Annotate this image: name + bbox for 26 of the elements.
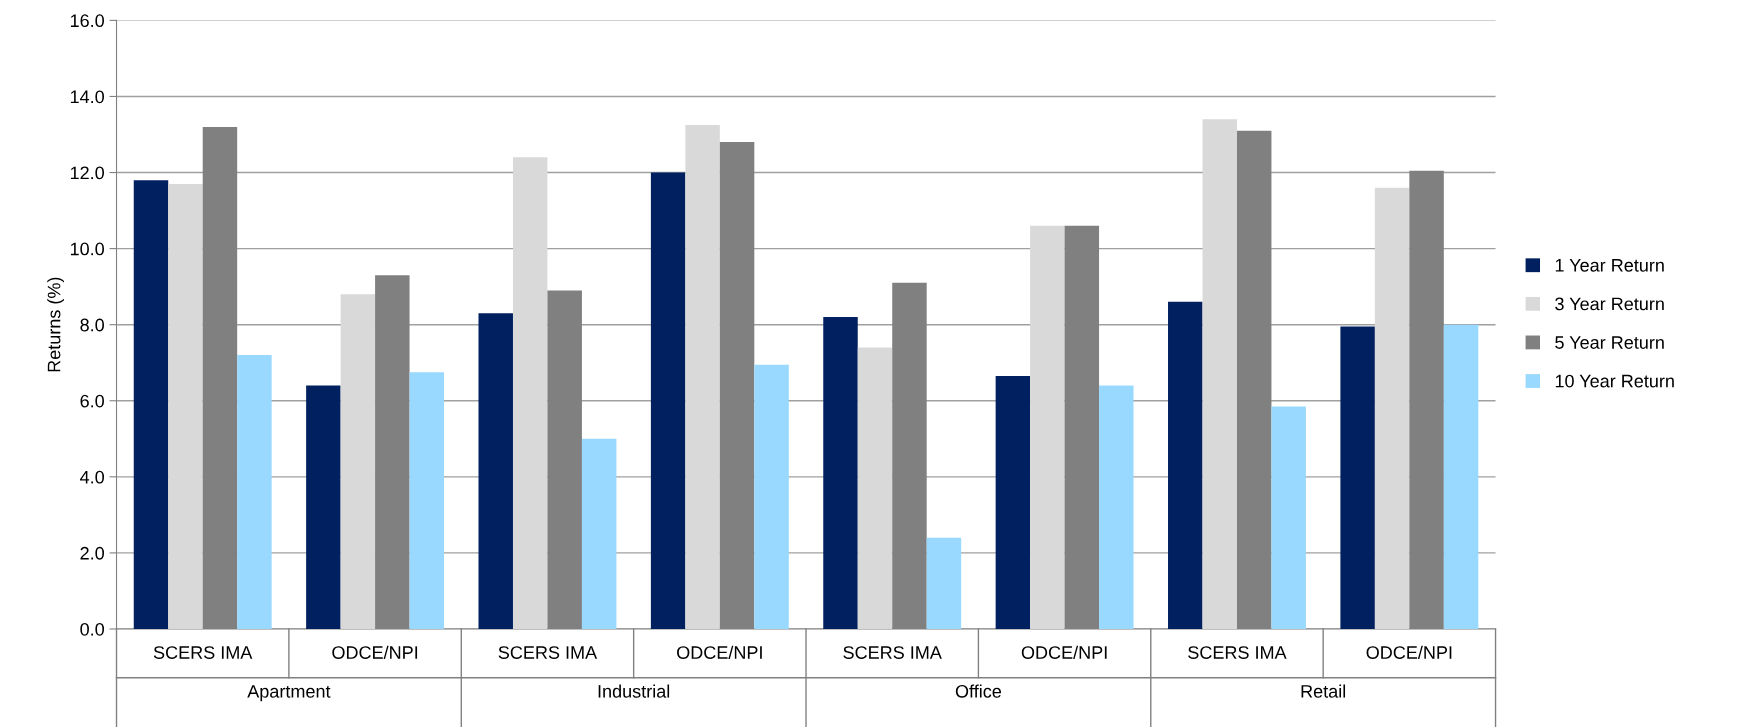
text: Office	[955, 684, 1002, 698]
text: Industrial	[598, 684, 670, 698]
x-tick-label: ODCE/NPI	[332, 645, 418, 659]
legend-label: 1 Year Return	[1555, 259, 1664, 272]
x-tick-label: SCERS IMA	[498, 646, 598, 659]
text: Retail	[1301, 684, 1346, 698]
y-tick-label: 14.0	[70, 90, 104, 104]
y-axis-title: Returns (%)	[47, 277, 65, 372]
x-tick-label: ODCE/NPI	[677, 645, 762, 659]
y-tick-label: 8.0	[80, 318, 104, 332]
x-tick-label: ODCE/NPI	[1366, 645, 1452, 659]
y-tick-label: 6.0	[80, 394, 104, 408]
legend-label: 5 Year Return	[1555, 336, 1664, 349]
y-tick-label: 10.0	[70, 242, 104, 256]
x-tick-label: SCERS IMA	[1188, 646, 1287, 659]
y-tick-label: 12.0	[70, 166, 104, 180]
x-tick-label: SCERS IMA	[843, 646, 942, 659]
y-tick-label: 0.0	[80, 622, 104, 636]
x-tick-label: ODCE/NPI	[1021, 645, 1107, 659]
y-tick-label: 2.0	[80, 546, 104, 560]
text: Apartment	[247, 685, 331, 702]
legend-label: 3 Year Return	[1555, 297, 1664, 311]
y-tick-label: 16.0	[70, 14, 104, 28]
x-tick-label: SCERS IMA	[153, 646, 253, 659]
y-tick-label: 4.0	[80, 470, 104, 484]
legend-label: 10 Year Return	[1555, 374, 1674, 388]
